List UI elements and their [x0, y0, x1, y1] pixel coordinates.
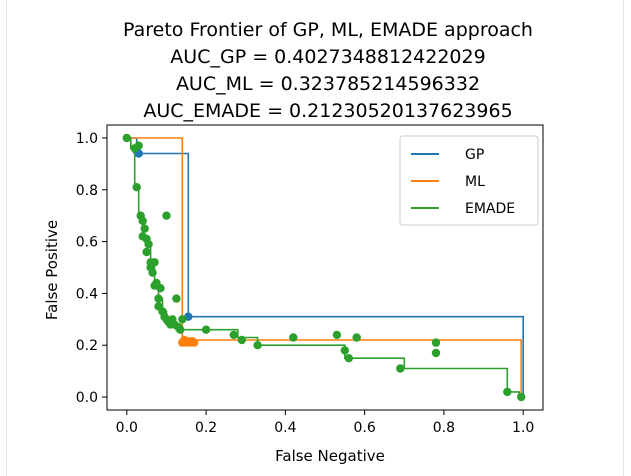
legend-label-ml: ML	[465, 174, 485, 190]
legend: GP ML EMADE	[399, 135, 539, 226]
emade-point	[503, 387, 512, 397]
emade-point	[229, 330, 238, 340]
y-tick-label: 0.0	[76, 390, 98, 406]
title-line-4: AUC_EMADE = 0.21230520137623965	[143, 100, 512, 122]
emade-point	[253, 341, 262, 350]
ml-point	[190, 338, 199, 347]
emade-point	[396, 364, 405, 373]
emade-point	[144, 240, 153, 249]
emade-point	[156, 284, 165, 293]
x-tick-label: 0.0	[116, 420, 138, 436]
emade-point	[122, 133, 131, 143]
emade-point	[289, 333, 298, 342]
plot-area-frame	[106, 124, 544, 411]
emade-point	[148, 268, 157, 277]
y-axis-label: False Positive	[43, 220, 61, 320]
title-line-1: Pareto Frontier of GP, ML, EMADE approac…	[123, 19, 533, 41]
emade-point	[517, 392, 526, 402]
x-tick-label: 0.2	[195, 420, 217, 436]
axis-ticks: 0.0 0.2 0.4 0.6 0.8 1.0 0.0 0.2 0.4 0.6 0.8 1.0	[76, 131, 535, 436]
emade-point	[237, 335, 246, 345]
emade-point	[176, 325, 185, 334]
title-line-2: AUC_GP = 0.4027348812422029	[170, 46, 485, 68]
y-tick-label: 0.8	[76, 183, 98, 199]
emade-point	[142, 247, 151, 257]
emade-point	[138, 216, 147, 226]
emade-point	[172, 294, 181, 303]
right-window-edge	[623, 0, 631, 476]
emade-point	[178, 315, 187, 324]
legend-box	[399, 135, 539, 226]
emade-point	[431, 338, 441, 347]
y-tick-label: 0.2	[76, 338, 98, 354]
emade-point	[201, 325, 211, 334]
emade-point	[352, 333, 361, 342]
title-line-3: AUC_ML = 0.323785214596332	[176, 73, 480, 95]
y-tick-label: 1.0	[76, 131, 98, 147]
emade-point	[431, 348, 441, 358]
chart-title: Pareto Frontier of GP, ML, EMADE approac…	[123, 19, 533, 122]
plot-series	[122, 133, 526, 402]
x-tick-label: 0.8	[433, 420, 455, 436]
left-window-edge	[0, 0, 7, 476]
emade-point	[150, 258, 159, 267]
emade-point	[162, 211, 171, 220]
emade-point	[132, 183, 141, 192]
emade-point	[340, 346, 349, 355]
y-tick-label: 0.6	[76, 235, 98, 251]
emade-point	[140, 224, 149, 233]
emade-point	[134, 141, 143, 150]
y-tick-label: 0.4	[76, 286, 98, 302]
emade-point	[154, 294, 163, 303]
emade-point	[344, 354, 353, 363]
legend-label-gp: GP	[465, 147, 484, 163]
x-tick-label: 0.4	[274, 420, 296, 436]
x-tick-label: 1.0	[512, 420, 534, 436]
x-axis-label: False Negative	[275, 447, 385, 465]
x-tick-label: 0.6	[354, 420, 376, 436]
legend-label-emade: EMADE	[465, 201, 515, 217]
emade-point	[332, 330, 342, 340]
